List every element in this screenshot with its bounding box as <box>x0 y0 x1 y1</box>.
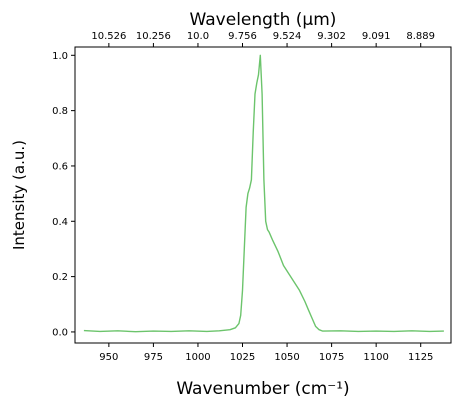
plot-frame <box>74 46 452 344</box>
top-axis-ticks: 10.526 10.256 10.0 9.756 9.524 9.302 9.091 8.88… <box>91 31 435 47</box>
top-tick-label: 10.0 <box>187 31 209 42</box>
spectrum-line <box>83 54 444 333</box>
x-axis-ticks: 950 975 1000 1025 1050 1075 1100 1125 <box>99 343 433 363</box>
x-tick-label: 1000 <box>185 352 210 363</box>
top-tick-label: 9.756 <box>228 31 257 42</box>
series-layer <box>83 54 444 333</box>
top-tick-label: 9.524 <box>273 31 302 42</box>
x-tick-label: 1050 <box>274 352 299 363</box>
top-tick-label: 10.526 <box>91 31 126 42</box>
top-tick-label: 8.889 <box>406 31 435 42</box>
y-axis-title: Intensity (a.u.) <box>10 140 28 250</box>
y-axis-ticks: 0.0 0.2 0.4 0.6 0.8 1.0 <box>52 51 75 338</box>
y-tick-label: 0.2 <box>52 272 68 283</box>
top-tick-label: 10.256 <box>136 31 171 42</box>
y-tick-label: 0.8 <box>52 106 68 117</box>
x-tick-label: 1025 <box>230 352 255 363</box>
x-tick-label: 950 <box>99 352 118 363</box>
top-tick-label: 9.091 <box>362 31 391 42</box>
y-tick-label: 0.4 <box>52 217 68 228</box>
y-tick-label: 0.6 <box>52 161 68 172</box>
x-tick-label: 1100 <box>363 352 388 363</box>
x-tick-label: 1125 <box>408 352 433 363</box>
x-tick-label: 975 <box>144 352 163 363</box>
top-axis-title: Wavelength (µm) <box>190 10 337 30</box>
y-tick-label: 1.0 <box>52 51 68 62</box>
y-tick-label: 0.0 <box>52 327 68 338</box>
top-tick-label: 9.302 <box>317 31 346 42</box>
x-axis-title: Wavenumber (cm⁻¹) <box>176 379 349 398</box>
x-tick-label: 1075 <box>319 352 344 363</box>
